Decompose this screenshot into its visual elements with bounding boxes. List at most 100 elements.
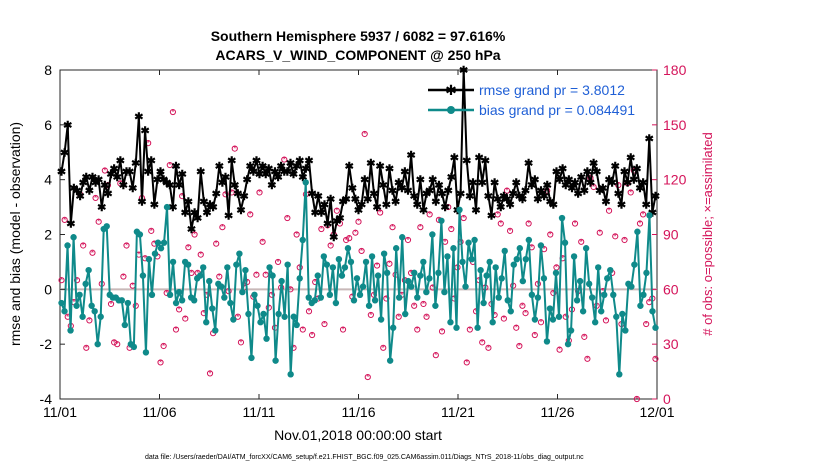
- obs-possible-point: [333, 207, 340, 214]
- obs-assimilated-point: *: [539, 318, 542, 327]
- bias-point: [522, 255, 530, 263]
- obs-possible-point: [361, 130, 368, 138]
- obs-possible-point: [80, 242, 87, 249]
- obs-possible-point: [605, 207, 613, 214]
- bias-point: [438, 217, 445, 224]
- obs-possible-point: [571, 220, 579, 227]
- obs-assimilated-point: *: [301, 326, 304, 335]
- bias-point: [94, 340, 101, 348]
- bias-point: [537, 242, 545, 249]
- obs-possible-point: [503, 187, 511, 194]
- y-axis-label: rmse and bias (model - observation): [7, 122, 23, 346]
- bias-point: [561, 239, 569, 246]
- bias-point: [540, 275, 548, 282]
- obs-possible-point: [318, 225, 325, 233]
- bias-point: [200, 264, 207, 271]
- bias-point: [293, 321, 300, 329]
- bias-point: [118, 297, 126, 304]
- obs-assimilated-point: *: [388, 260, 391, 269]
- obs-assimilated-point: *: [642, 210, 645, 219]
- rmse-point: ✱: [230, 180, 239, 192]
- obs-assimilated-point: *: [178, 305, 181, 314]
- y-tick-label: 0: [44, 281, 52, 297]
- rmse-point: ✱: [131, 158, 140, 170]
- obs-assimilated-point: *: [212, 329, 215, 338]
- x-tick-label: 11/11: [243, 404, 276, 420]
- obs-assimilated-point: *: [515, 324, 518, 333]
- rmse-point: ✱: [431, 197, 440, 209]
- bias-point: [622, 327, 629, 334]
- rmse-point: ✱: [505, 199, 514, 211]
- bias-point: [477, 266, 484, 274]
- bias-point: [154, 239, 162, 246]
- bias-point: [613, 313, 620, 320]
- obs-assimilated-point: *: [125, 241, 128, 250]
- obs-possible-point: [86, 317, 93, 324]
- rmse-point: ✱: [357, 199, 366, 211]
- obs-possible-point: [621, 236, 628, 244]
- bias-point: [218, 283, 225, 290]
- bias-point: [543, 338, 551, 345]
- bias-point: [480, 299, 487, 307]
- obs-assimilated-point: *: [382, 344, 385, 353]
- bias-point: [314, 272, 321, 279]
- obs-possible-point: [556, 346, 563, 353]
- obs-possible-point: [537, 319, 545, 326]
- rmse-point: ✱: [128, 183, 137, 195]
- obs-assimilated-point: *: [586, 355, 589, 364]
- obs-possible-point: [73, 277, 81, 284]
- obs-possible-point: [550, 289, 557, 297]
- rmse-point: ✱: [499, 191, 508, 203]
- legend-bias-marker: [447, 106, 455, 114]
- bias-point: [160, 239, 168, 246]
- obs-assimilated-point: *: [471, 258, 474, 267]
- x-tick-label: 12/01: [639, 404, 674, 420]
- obs-assimilated-point: *: [147, 139, 150, 148]
- obs-assimilated-point: *: [635, 395, 638, 404]
- obs-possible-point: [148, 227, 155, 234]
- obs-assimilated-point: *: [431, 284, 434, 293]
- rmse-point: ✱: [422, 188, 431, 200]
- rmse-point: ✱: [280, 166, 289, 178]
- y-tick-label: 8: [44, 62, 52, 78]
- rmse-point: ✱: [329, 232, 338, 244]
- rmse-point: ✱: [595, 186, 604, 198]
- rmse-point: ✱: [456, 188, 465, 200]
- rmse-point: ✱: [416, 175, 425, 187]
- bias-point: [148, 291, 156, 299]
- rmse-point: ✱: [255, 169, 264, 181]
- rmse-point: ✱: [543, 180, 552, 192]
- bias-point: [465, 239, 472, 246]
- y2-axis-label: # of obs: o=possible; ×=assimilated: [700, 132, 715, 335]
- y2-tick-label: 60: [663, 281, 679, 297]
- rmse-point: ✱: [215, 161, 224, 173]
- rmse-point: ✱: [88, 172, 97, 184]
- obs-possible-point: [602, 317, 610, 324]
- obs-assimilated-point: *: [543, 245, 546, 254]
- obs-possible-point: [284, 214, 291, 222]
- bias-point: [459, 258, 466, 266]
- bias-point: [227, 299, 234, 307]
- obs-assimilated-point: *: [88, 316, 91, 325]
- rmse-point: ✱: [608, 177, 617, 189]
- obs-possible-point: [596, 229, 603, 236]
- rmse-point: ✱: [475, 153, 484, 165]
- bias-point: [432, 302, 439, 309]
- obs-possible-point: [367, 311, 374, 319]
- x-tick-label: 11/26: [541, 404, 575, 420]
- rmse-point: ✱: [116, 155, 125, 167]
- bias-point: [230, 316, 237, 323]
- bias-point: [212, 327, 219, 334]
- rmse-point: ✱: [140, 125, 149, 137]
- obs-possible-point: [281, 156, 288, 163]
- bias-point: [175, 288, 183, 296]
- rmse-point: ✱: [224, 210, 233, 222]
- obs-possible-point: [531, 331, 538, 339]
- rmse-point: ✱: [342, 194, 351, 206]
- legend-bias-label: bias grand pr = 0.084491: [479, 102, 635, 118]
- bias-point: [483, 272, 490, 279]
- rmse-point: ✱: [512, 177, 521, 189]
- obs-possible-point: [562, 313, 569, 320]
- obs-assimilated-point: *: [604, 316, 607, 325]
- obs-assimilated-point: *: [348, 234, 351, 243]
